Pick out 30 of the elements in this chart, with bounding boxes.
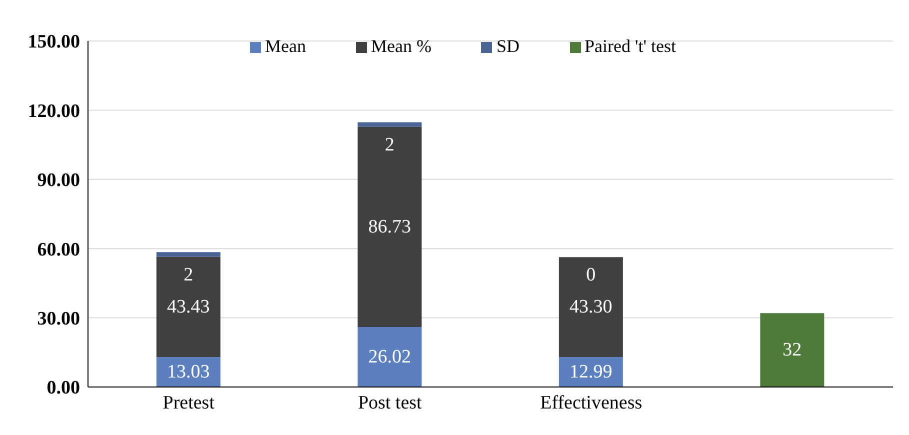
data-label: 13.03 <box>167 361 210 382</box>
x-tick-label: Pretest <box>162 392 216 414</box>
y-tick-label: 150.00 <box>28 32 80 53</box>
bar <box>558 257 623 358</box>
legend-label: SD <box>496 36 520 56</box>
y-tick-label: 0.00 <box>46 378 80 399</box>
data-label: 2 <box>184 264 194 286</box>
bar <box>358 122 422 127</box>
data-label: 32 <box>782 340 802 361</box>
data-label: 43.30 <box>570 296 612 318</box>
legend-label: Mean % <box>371 36 432 56</box>
x-tick-label: Effectiveness <box>540 392 642 414</box>
bar <box>156 256 220 357</box>
bar <box>358 126 422 327</box>
data-label: 26.02 <box>368 346 412 368</box>
data-label: 43.43 <box>167 296 210 318</box>
legend-label: Mean <box>265 36 306 56</box>
legend-label: Paired 't' test <box>584 36 676 56</box>
data-label: 2 <box>384 134 394 156</box>
bar <box>760 313 824 387</box>
y-tick-label: 120.00 <box>28 100 80 122</box>
data-label: 0 <box>586 264 596 286</box>
x-tick-label: Post test <box>358 392 423 414</box>
bar <box>358 326 422 387</box>
bar <box>156 252 220 257</box>
y-tick-label: 90.00 <box>37 170 80 192</box>
data-label: 12.99 <box>570 362 612 383</box>
data-label: 86.73 <box>368 216 412 238</box>
y-tick-label: 30.00 <box>37 308 80 330</box>
y-tick-label: 60.00 <box>37 239 80 260</box>
